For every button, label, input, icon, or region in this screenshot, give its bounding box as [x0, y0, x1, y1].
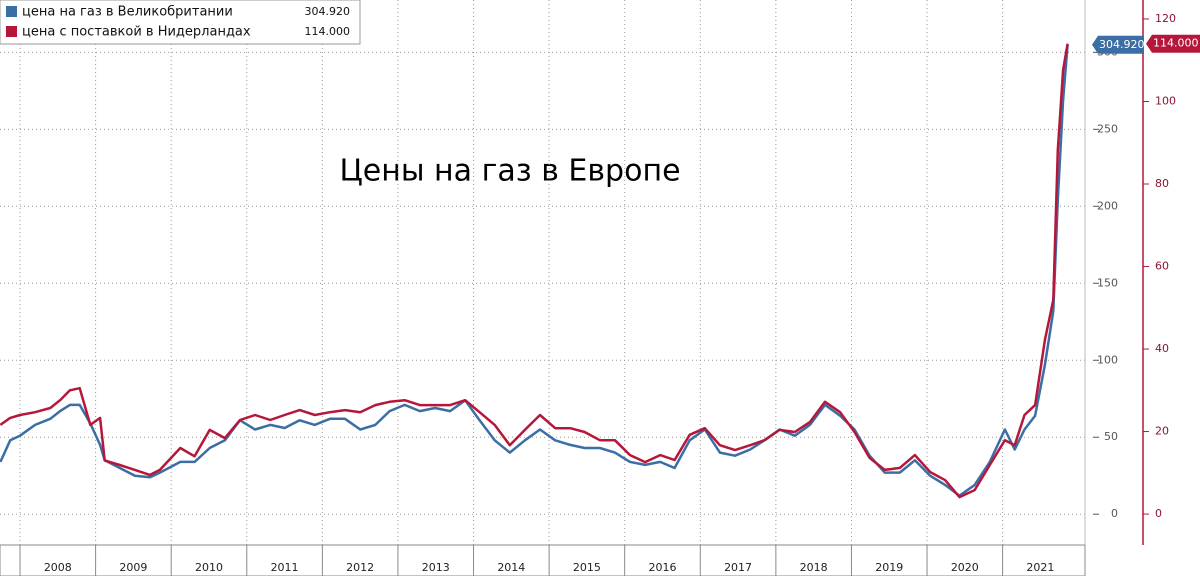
- y2-tick-label: 60: [1155, 260, 1169, 273]
- y2-tick-label: 40: [1155, 342, 1169, 355]
- data-line: [0, 44, 1069, 497]
- y-tick-label: 200: [1097, 199, 1118, 212]
- chart-title: Цены на газ в Европе: [339, 154, 680, 189]
- x-tick-label: 2015: [573, 561, 601, 574]
- legend-value: 304.920: [305, 5, 351, 18]
- x-tick-label: 2009: [119, 561, 147, 574]
- x-tick-label: 2008: [44, 561, 72, 574]
- x-tick-label: 2010: [195, 561, 223, 574]
- x-tick-label: 2020: [951, 561, 979, 574]
- legend-swatch: [6, 26, 17, 37]
- x-tick-label: 2011: [271, 561, 299, 574]
- legend-label: цена с поставкой в Нидерландах: [22, 25, 251, 40]
- last-value-label: 114.000: [1153, 37, 1199, 50]
- y-tick-label: 100: [1097, 353, 1118, 366]
- last-value-tag: [1092, 35, 1144, 54]
- x-tick-label: 2021: [1026, 561, 1054, 574]
- legend-value: 114.000: [305, 25, 351, 38]
- y2-tick-label: 0: [1155, 507, 1162, 520]
- y2-tick-label: 80: [1155, 177, 1169, 190]
- y2-tick-label: 100: [1155, 94, 1176, 107]
- last-value-label: 304.920: [1099, 38, 1145, 51]
- y2-tick-label: 20: [1155, 425, 1169, 438]
- x-tick-label: 2014: [497, 561, 525, 574]
- legend-swatch: [6, 6, 17, 17]
- x-tick-label: 2012: [346, 561, 374, 574]
- x-tick-label: 2016: [648, 561, 676, 574]
- y2-tick-label: 120: [1155, 12, 1176, 25]
- x-tick-label: 2018: [800, 561, 828, 574]
- x-tick-label: 2019: [875, 561, 903, 574]
- data-line: [0, 43, 1069, 499]
- y-tick-label: 0: [1111, 507, 1118, 520]
- x-tick-label: 2017: [724, 561, 752, 574]
- y-tick-label: 150: [1097, 276, 1118, 289]
- y-tick-label: 50: [1104, 430, 1118, 443]
- legend-box: [0, 0, 361, 45]
- last-value-tag: [1146, 34, 1200, 53]
- legend-label: цена на газ в Великобритании: [22, 5, 233, 20]
- x-axis-band: [0, 544, 1086, 576]
- x-tick-label: 2013: [422, 561, 450, 574]
- y-tick-label: 250: [1097, 122, 1118, 135]
